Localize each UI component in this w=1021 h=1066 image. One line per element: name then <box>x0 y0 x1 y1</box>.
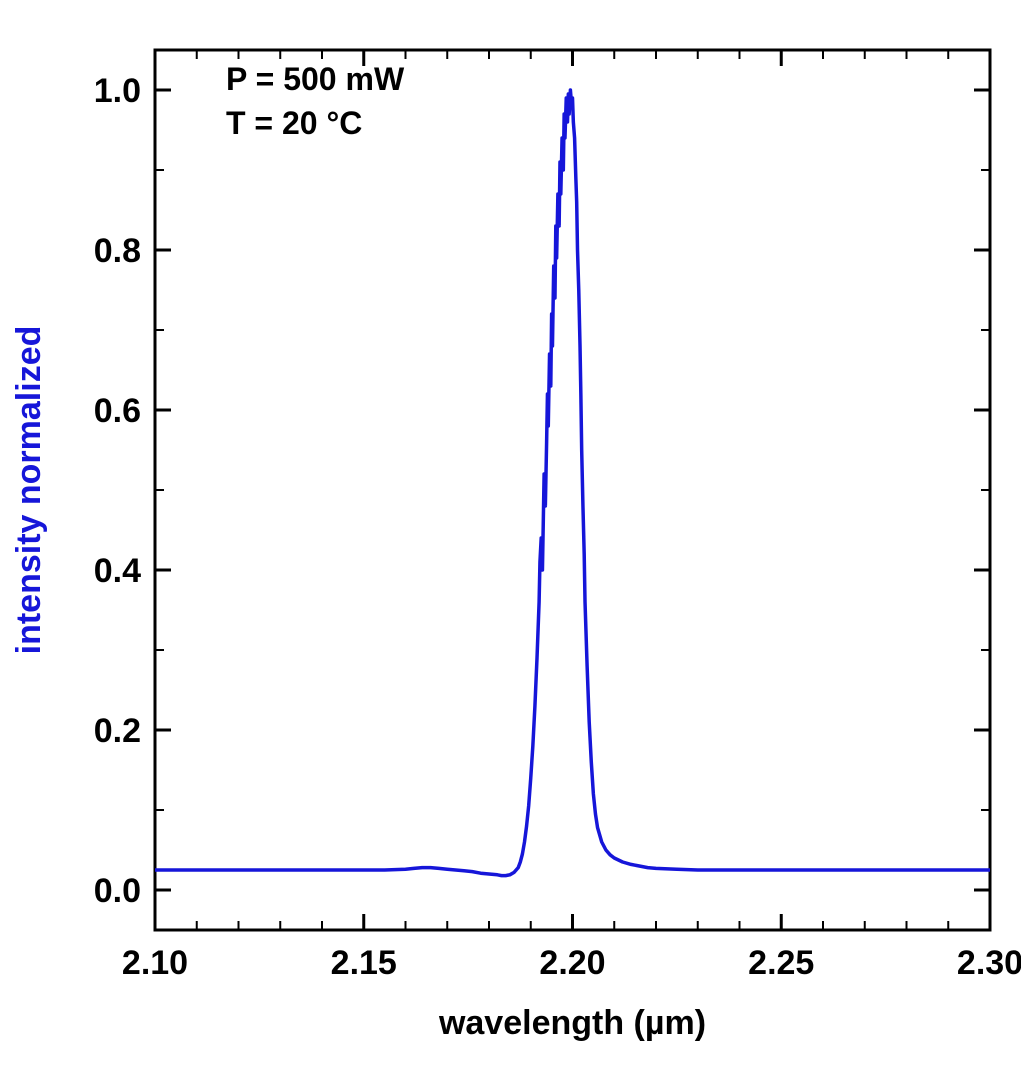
spectrum-chart: 2.10 2.15 2.20 2.25 2.30 0.0 0.2 0.4 0.6 0.8 1.0 wa… <box>0 0 1021 1066</box>
plot-border <box>155 50 990 930</box>
chart-svg: 2.10 2.15 2.20 2.25 2.30 0.0 0.2 0.4 0.6 0.8 1.0 wa… <box>0 0 1021 1066</box>
y-axis-label: intensity normalized <box>10 326 48 655</box>
spectrum-line <box>155 90 990 876</box>
x-tick-label: 2.20 <box>539 944 605 982</box>
x-tick-label: 2.30 <box>957 944 1021 982</box>
x-tick-label: 2.15 <box>331 944 397 982</box>
y-tick-label: 0.8 <box>94 232 141 270</box>
y-tick-label: 0.2 <box>94 712 141 750</box>
annotation-text: T = 20 °C <box>226 105 362 141</box>
annotation-text: P = 500 mW <box>226 61 405 97</box>
x-tick-label: 2.25 <box>748 944 814 982</box>
y-tick-label: 0.0 <box>94 872 141 910</box>
x-axis-label: wavelength (µm) <box>438 1004 706 1042</box>
y-tick-label: 0.4 <box>94 552 141 590</box>
y-tick-label: 0.6 <box>94 392 141 430</box>
y-tick-label: 1.0 <box>94 72 141 110</box>
x-tick-label: 2.10 <box>122 944 188 982</box>
